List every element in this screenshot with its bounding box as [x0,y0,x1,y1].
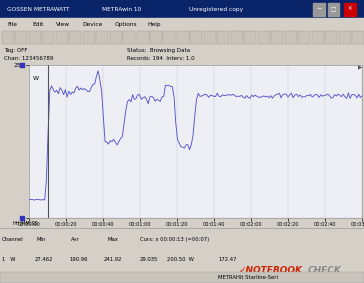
Bar [339,31,351,44]
Bar [204,31,216,44]
Bar [344,3,356,16]
Bar [0,228,364,283]
Text: Unregistered copy: Unregistered copy [189,7,244,12]
Text: 1   W: 1 W [2,257,15,262]
Text: W: W [33,76,39,81]
Bar [298,31,310,44]
Bar [285,31,297,44]
Text: 241.92: 241.92 [104,257,122,262]
Bar [217,31,229,44]
Text: ─: ─ [317,7,320,12]
Bar [0,30,364,45]
Bar [312,31,324,44]
Text: 27.462: 27.462 [35,257,53,262]
Bar [29,31,41,44]
Text: Options: Options [115,22,137,27]
Bar [325,31,337,44]
Bar [2,31,14,44]
Bar [69,31,81,44]
Text: Curs: x 00:00:13 (=00:07): Curs: x 00:00:13 (=00:07) [140,237,209,243]
Text: View: View [56,22,70,27]
Text: Help: Help [147,22,161,27]
Bar [231,31,243,44]
Bar [0,18,364,30]
Text: Status:  Browsing Data: Status: Browsing Data [127,48,190,53]
Bar [258,31,270,44]
Text: Max: Max [107,237,118,243]
Text: 200.50  W: 200.50 W [167,257,194,262]
Bar [83,31,95,44]
Bar [0,0,364,18]
Bar [15,31,27,44]
Text: File: File [7,22,17,27]
Text: Avr: Avr [71,237,80,243]
Text: ✓NOTEBOOK: ✓NOTEBOOK [238,266,302,275]
Text: METRAHit Starline-Seri: METRAHit Starline-Seri [218,275,278,280]
Text: Edit: Edit [33,22,44,27]
Text: Min: Min [36,237,46,243]
Bar [244,31,256,44]
Bar [328,3,339,16]
Text: GOSSEN METRAWATT: GOSSEN METRAWATT [7,7,70,12]
Bar [150,31,162,44]
Text: METRAwin 10: METRAwin 10 [102,7,141,12]
Bar [0,272,364,283]
Bar [42,31,54,44]
Bar [0,45,364,64]
Text: 29.035: 29.035 [140,257,158,262]
Bar [271,31,283,44]
Bar [352,31,364,44]
Bar [177,31,189,44]
Bar [163,31,175,44]
Text: Records: 194  Interv: 1.0: Records: 194 Interv: 1.0 [127,56,195,61]
Bar [56,31,68,44]
Bar [313,3,325,16]
Text: 172.47: 172.47 [218,257,237,262]
Bar [110,31,122,44]
Bar [190,31,202,44]
Text: Chan: 123456789: Chan: 123456789 [4,56,53,61]
Text: HH:MM:SS: HH:MM:SS [13,221,38,226]
Text: Device: Device [82,22,102,27]
Text: □: □ [331,7,336,12]
Bar [123,31,135,44]
Bar [96,31,108,44]
Text: Channel: Channel [2,237,24,243]
Text: ▶: ▶ [358,65,362,70]
Text: 190.96: 190.96 [69,257,88,262]
Text: ✕: ✕ [348,7,352,12]
Text: CHECK: CHECK [308,266,341,275]
Text: Tag: OFF: Tag: OFF [4,48,27,53]
Bar [136,31,149,44]
